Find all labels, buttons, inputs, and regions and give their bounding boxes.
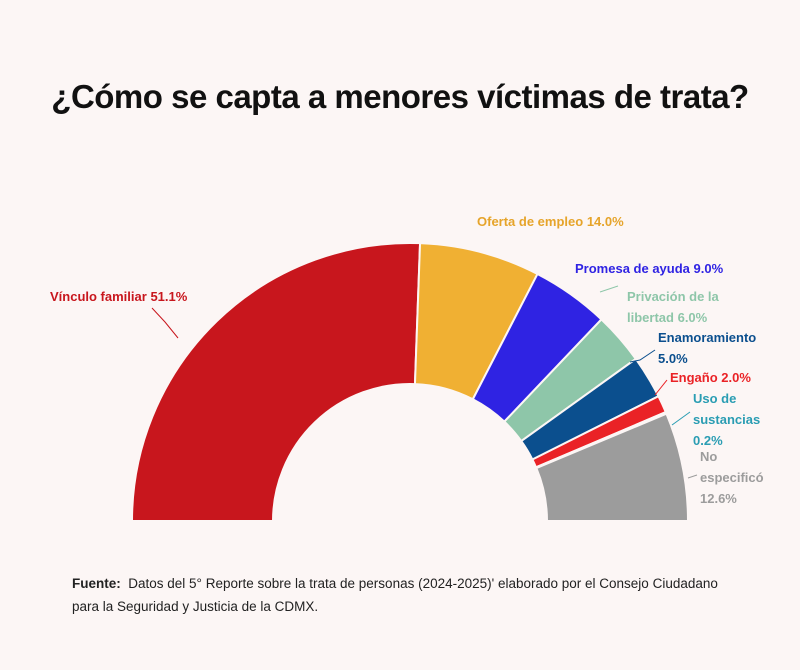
slice xyxy=(130,242,422,522)
value-label: 9.0% xyxy=(693,261,724,276)
slice xyxy=(535,412,690,522)
value-label: 0.2% xyxy=(693,433,723,448)
value-label: 5.0% xyxy=(658,351,688,366)
leader-line xyxy=(654,379,668,396)
category-name: Enamoramiento xyxy=(658,330,757,345)
value-label: 6.0% xyxy=(677,310,708,325)
value-label: 2.0% xyxy=(721,370,751,385)
leader-line xyxy=(671,411,691,426)
slice-label: Vínculo familiar 51.1% xyxy=(50,286,250,307)
source-label: Fuente: xyxy=(72,576,121,591)
slice-label: Engaño 2.0% xyxy=(670,367,770,388)
leader-line xyxy=(687,474,698,479)
source-text: Datos del 5° Reporte sobre la trata de p… xyxy=(72,576,718,614)
leaders xyxy=(151,285,698,479)
slice-label: Uso de sustancias 0.2% xyxy=(693,388,763,451)
source-note: Fuente: Datos del 5° Reporte sobre la tr… xyxy=(72,572,732,618)
chart-title: ¿Cómo se capta a menores víctimas de tra… xyxy=(51,78,749,115)
slices xyxy=(130,242,690,522)
slice-label: No especificó 12.6% xyxy=(700,446,764,509)
leader-line xyxy=(629,349,656,363)
category-name: Uso de sustancias xyxy=(693,391,761,427)
category-name: Promesa de ayuda xyxy=(575,261,690,276)
slice-label: Promesa de ayuda 9.0% xyxy=(575,258,775,279)
category-name: Vínculo familiar xyxy=(50,289,147,304)
value-label: 51.1% xyxy=(150,289,188,304)
slice-label: Enamoramiento 5.0% xyxy=(658,327,768,369)
leader-line xyxy=(151,307,179,339)
leader-line xyxy=(599,285,619,293)
category-name: No especificó xyxy=(700,449,764,485)
slice-label: Oferta de empleo 14.0% xyxy=(477,211,677,232)
category-name: Oferta de empleo xyxy=(477,214,584,229)
value-label: 14.0% xyxy=(586,214,624,229)
category-name: Engaño xyxy=(670,370,718,385)
slice-label: Privación de la libertad 6.0% xyxy=(627,286,737,328)
category-name: Privación de la libertad xyxy=(627,289,719,325)
value-label: 12.6% xyxy=(700,491,737,506)
